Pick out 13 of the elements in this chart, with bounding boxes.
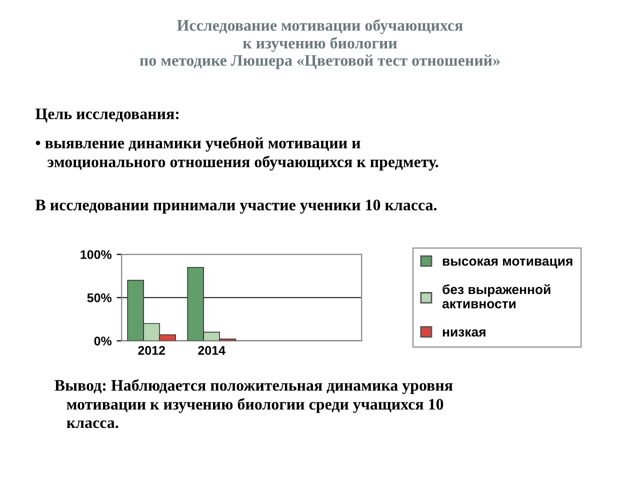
text: В исследовании принимали участие ученики 10 класса. — [35, 200, 437, 214]
text: • выявление динамики учебной мотивации и эмоционального отношения обучающихся к предмету. — [36, 136, 438, 171]
text: Вывод: Наблюдается положительная динамика уровня мотивации к изучению биологии среди учащихся 10 класса. — [54, 379, 453, 428]
x-tick-label: 2012 — [138, 346, 166, 355]
chart-title: Исследование мотивации обучающихся к изучению биологии по методике Люшера «Цветовой тест отношений» — [140, 19, 500, 70]
legend-label: без выраженной активности — [442, 284, 550, 308]
legend-label: высокая мотивация — [442, 258, 572, 268]
y-tick-label: 100% — [80, 250, 112, 260]
text: Цель исследования: — [36, 108, 179, 122]
x-tick-label: 2014 — [198, 346, 226, 355]
legend-label: низкая — [442, 329, 486, 337]
y-tick-label: 50% — [87, 293, 112, 302]
y-tick-label: 0% — [94, 336, 112, 346]
